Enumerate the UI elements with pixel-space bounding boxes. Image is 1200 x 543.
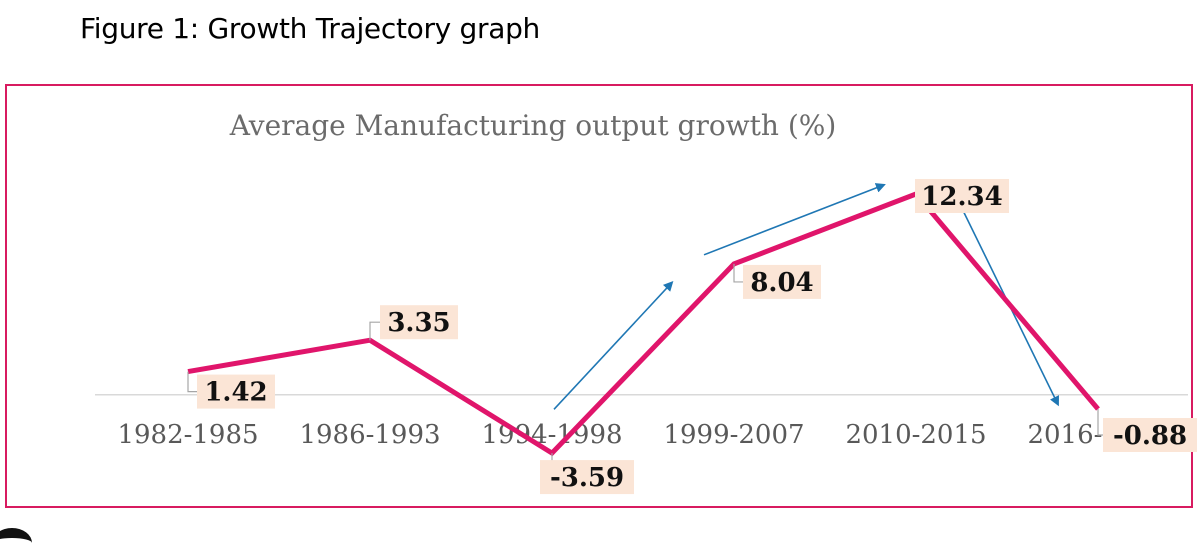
data-labels: 1.42 3.35 -3.59 8.04 12.34 -0.88 bbox=[187, 178, 1197, 495]
data-label-box bbox=[540, 460, 634, 495]
data-label: 12.34 bbox=[921, 182, 1002, 212]
chart-frame bbox=[5, 84, 1193, 508]
data-label: 3.35 bbox=[387, 308, 450, 338]
chart-title: Average Manufacturing output growth (%) bbox=[229, 109, 837, 142]
x-tick-label: 1999-2007 bbox=[663, 420, 804, 450]
label-leader-line bbox=[187, 371, 197, 393]
label-leader-line bbox=[369, 321, 380, 341]
x-axis-ticks: 1982-1985 1986-1993 1994-1998 1999-2007 2010… bbox=[117, 420, 1168, 450]
label-leader-line bbox=[1097, 409, 1103, 436]
data-label-group: 12.34 bbox=[915, 178, 1009, 213]
data-label-group: 3.35 bbox=[369, 305, 458, 341]
data-label-group: -3.59 bbox=[540, 453, 634, 495]
label-leader-line bbox=[733, 263, 743, 283]
x-tick-label: 1982-1985 bbox=[117, 420, 258, 450]
data-label: -0.88 bbox=[1113, 421, 1187, 451]
data-label-group: -0.88 bbox=[1097, 409, 1197, 453]
data-label-box bbox=[380, 305, 458, 340]
data-label-box bbox=[743, 264, 821, 299]
x-tick-label: 2010-2015 bbox=[845, 420, 986, 450]
series-line bbox=[187, 191, 1100, 457]
data-label-group: 1.42 bbox=[187, 371, 275, 409]
x-tick-label: 1986-1993 bbox=[299, 420, 440, 450]
data-label: 1.42 bbox=[204, 378, 267, 408]
data-label: 8.04 bbox=[750, 268, 813, 298]
trend-arrow bbox=[553, 281, 674, 410]
data-label-box bbox=[915, 178, 1009, 213]
data-label-group: 8.04 bbox=[733, 263, 821, 299]
data-label-box bbox=[1103, 418, 1197, 453]
page-curl-decoration bbox=[0, 528, 32, 543]
data-label: -3.59 bbox=[550, 463, 624, 493]
data-label-box bbox=[197, 374, 275, 409]
trend-arrow bbox=[703, 183, 886, 256]
figure-caption: Figure 1: Growth Trajectory graph bbox=[80, 12, 541, 45]
